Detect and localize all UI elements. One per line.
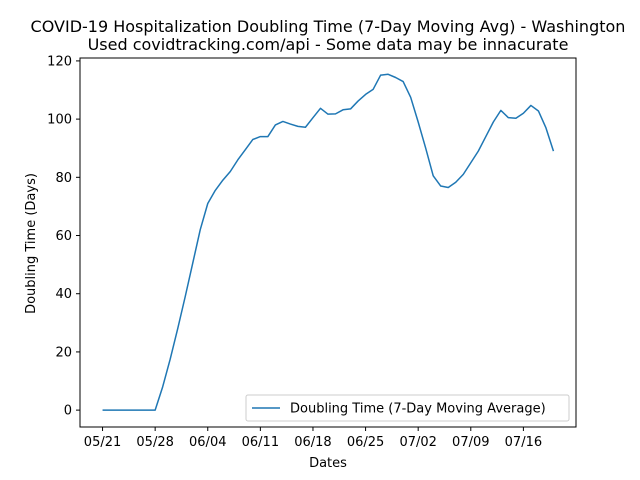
y-tick-label: 40 <box>55 287 72 302</box>
chart-subtitle: Used covidtracking.com/api - Some data m… <box>88 35 569 54</box>
y-tick-label: 80 <box>55 171 72 186</box>
y-tick-label: 0 <box>64 404 72 419</box>
x-tick-label: 06/11 <box>242 435 279 450</box>
y-tick-label: 120 <box>47 54 72 69</box>
x-axis-label: Dates <box>309 456 347 471</box>
legend-frame <box>245 394 570 422</box>
x-tick-label: 06/04 <box>189 435 226 450</box>
y-tick-label: 100 <box>47 113 72 128</box>
y-axis-label: Doubling Time (Days) <box>24 173 39 314</box>
series-line-0 <box>102 73 555 411</box>
x-tick-label: 07/09 <box>452 435 489 450</box>
x-tick-label: 05/28 <box>136 435 173 450</box>
x-tick-label: 06/25 <box>347 435 384 450</box>
legend-label: Doubling Time (7-Day Moving Average) <box>290 402 546 417</box>
y-tick-label: 20 <box>55 345 72 360</box>
x-tick-label: 07/02 <box>399 435 436 450</box>
series-layer <box>102 73 555 411</box>
x-tick-label: 05/21 <box>84 435 121 450</box>
chart-title: COVID-19 Hospitalization Doubling Time (… <box>31 17 626 36</box>
x-tick-label: 07/16 <box>505 435 542 450</box>
y-tick-label: 60 <box>55 229 72 244</box>
x-tick-label: 06/18 <box>294 435 331 450</box>
y-axis-ticks: 0 20 40 60 80 100 120 <box>47 54 80 419</box>
plot-frame <box>79 57 577 428</box>
x-axis-ticks: 05/21 05/28 06/04 06/11 06/18 06/25 07/02 07/09… <box>84 427 542 450</box>
legend: Doubling Time (7-Day Moving Average) <box>245 394 570 422</box>
plot-area <box>79 57 577 428</box>
